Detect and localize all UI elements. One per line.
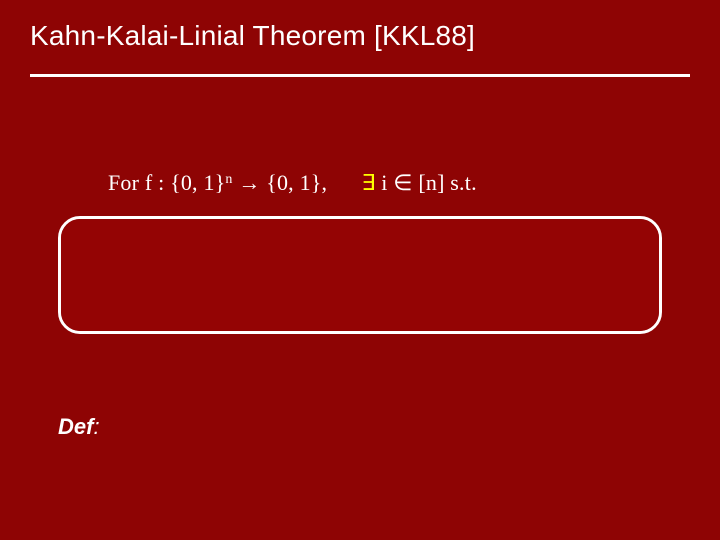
title-rule [30,74,690,77]
formula-box [58,216,662,334]
formula-box-inner [61,219,659,331]
stmt-rest: i ∈ [n] s.t. [376,170,477,195]
stmt-codomain: → {0, 1}, [233,170,328,195]
def-colon: : [93,414,99,439]
stmt-gap [327,170,361,195]
theorem-statement: For f : {0, 1}n → {0, 1}, ∃ i ∈ [n] s.t. [108,170,477,196]
stmt-superscript-n: n [225,172,232,187]
definition-label: Def: [58,414,100,440]
stmt-exists: ∃ [361,170,375,195]
slide-title: Kahn-Kalai-Linial Theorem [KKL88] [30,20,475,52]
slide: Kahn-Kalai-Linial Theorem [KKL88] For f … [0,0,720,540]
stmt-for: For f : {0, 1} [108,170,225,195]
def-word: Def [58,414,93,439]
